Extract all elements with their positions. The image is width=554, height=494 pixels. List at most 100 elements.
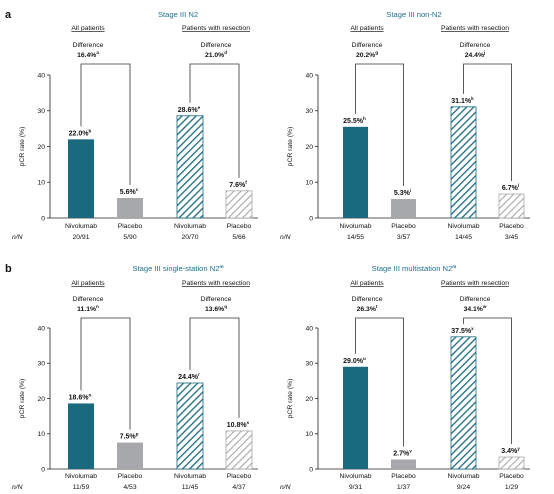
difference-bracket xyxy=(355,317,404,447)
bar-nivolumab xyxy=(450,336,477,470)
category-label: Placebo xyxy=(499,473,524,480)
group-heading: Patients with resection xyxy=(182,25,250,32)
bar-value-label: 18.6%o xyxy=(69,392,92,401)
nn-header: n/N xyxy=(12,484,23,491)
group-heading: All patients xyxy=(71,280,105,287)
y-tick-label: 10 xyxy=(37,180,45,187)
category-label: Placebo xyxy=(499,223,524,230)
y-axis-title: pCR rate (%) xyxy=(287,127,294,167)
difference-label: Difference xyxy=(73,42,104,49)
y-tick-label: 0 xyxy=(309,215,313,222)
category-label: Nivolumab xyxy=(447,473,479,480)
category-label: Nivolumab xyxy=(174,473,206,480)
bar-placebo xyxy=(498,193,525,219)
bar-value-label: 24.4%r xyxy=(178,372,200,381)
bar-value-label: 5.3%i xyxy=(394,188,411,197)
y-tick-label: 20 xyxy=(37,396,45,403)
group-heading: All patients xyxy=(350,280,384,287)
difference-value: 13.6%q xyxy=(205,304,227,313)
n-over-n-value: 20/70 xyxy=(181,234,198,241)
bar-placebo xyxy=(225,430,253,470)
category-label: Nivolumab xyxy=(447,223,479,230)
difference-value: 20.2%g xyxy=(356,50,378,59)
bar-value-label: 10.8%s xyxy=(227,420,250,429)
difference-value: 24.4%j xyxy=(465,50,486,59)
panel-letter-b: b xyxy=(5,263,12,275)
y-tick-label: 40 xyxy=(305,72,313,79)
n-over-n-value: 4/37 xyxy=(232,484,245,491)
difference-bracket xyxy=(189,63,240,178)
y-tick-label: 40 xyxy=(37,72,45,79)
y-tick-label: 20 xyxy=(305,144,313,151)
group-heading: All patients xyxy=(71,25,105,32)
difference-bracket xyxy=(463,63,512,182)
category-label: Nivolumab xyxy=(65,473,97,480)
group-heading: Patients with resection xyxy=(182,280,250,287)
category-label: Placebo xyxy=(227,473,252,480)
difference-value: 34.1%w xyxy=(464,304,487,313)
n-over-n-value: 20/91 xyxy=(72,234,89,241)
bar-nivolumab xyxy=(176,115,204,219)
y-tick-label: 30 xyxy=(305,108,313,115)
bar-value-label: 5.6%c xyxy=(120,187,139,196)
y-tick-label: 10 xyxy=(305,180,313,187)
chart-4: Stage III multistation N2m 0 10 20 30 40 pCR r… xyxy=(280,264,530,491)
bar-value-label: 31.1%k xyxy=(451,96,474,105)
group-heading: Patients with resection xyxy=(441,280,509,287)
difference-label: Difference xyxy=(460,296,491,303)
bar-value-label: 37.5%x xyxy=(451,326,474,335)
n-over-n-value: 9/24 xyxy=(457,484,470,491)
bar-nivolumab xyxy=(343,366,368,469)
y-axis-title: pCR rate (%) xyxy=(19,127,26,167)
y-tick-label: 30 xyxy=(305,361,313,368)
difference-label: Difference xyxy=(460,42,491,49)
y-tick-label: 10 xyxy=(37,431,45,438)
n-over-n-value: 5/66 xyxy=(232,234,245,241)
bar-placebo xyxy=(117,197,143,218)
nn-header: n/N xyxy=(280,234,291,241)
difference-bracket xyxy=(80,63,131,185)
bar-nivolumab xyxy=(450,106,477,219)
group-heading: All patients xyxy=(350,25,384,32)
bar-placebo xyxy=(391,199,416,218)
y-tick-label: 40 xyxy=(37,325,45,332)
chart-title: Stage III multistation N2m xyxy=(372,264,457,273)
n-over-n-value: 11/59 xyxy=(73,484,90,491)
difference-label: Difference xyxy=(201,42,232,49)
group-heading: Patients with resection xyxy=(441,25,509,32)
y-axis-title: pCR rate (%) xyxy=(287,379,294,419)
difference-value: 21.0%d xyxy=(205,50,227,59)
y-tick-label: 40 xyxy=(305,325,313,332)
difference-bracket xyxy=(80,317,131,430)
chart-1: Stage III N2 0 10 20 30 40 pCR rate (%) n/N All … xyxy=(12,10,258,241)
nn-header: n/N xyxy=(280,484,291,491)
category-label: Nivolumab xyxy=(174,223,206,230)
category-label: Placebo xyxy=(118,473,143,480)
category-label: Nivolumab xyxy=(65,223,97,230)
difference-bracket xyxy=(463,317,512,445)
y-tick-label: 30 xyxy=(37,108,45,115)
difference-label: Difference xyxy=(352,42,383,49)
y-axis-title: pCR rate (%) xyxy=(19,379,26,419)
y-tick-label: 0 xyxy=(41,215,45,222)
y-tick-label: 0 xyxy=(41,466,45,473)
y-tick-label: 20 xyxy=(37,144,45,151)
difference-value: 26.3%t xyxy=(357,304,378,313)
nn-header: n/N xyxy=(12,234,23,241)
n-over-n-value: 3/45 xyxy=(505,234,518,241)
chart-title: Stage III non-N2 xyxy=(386,10,441,19)
difference-label: Difference xyxy=(201,296,232,303)
n-over-n-value: 9/31 xyxy=(349,484,362,491)
bar-nivolumab xyxy=(68,139,94,218)
category-label: Nivolumab xyxy=(339,223,371,230)
category-label: Nivolumab xyxy=(339,473,371,480)
bar-value-label: 6.7%l xyxy=(502,183,519,192)
bar-placebo xyxy=(117,442,143,469)
category-label: Placebo xyxy=(391,473,416,480)
